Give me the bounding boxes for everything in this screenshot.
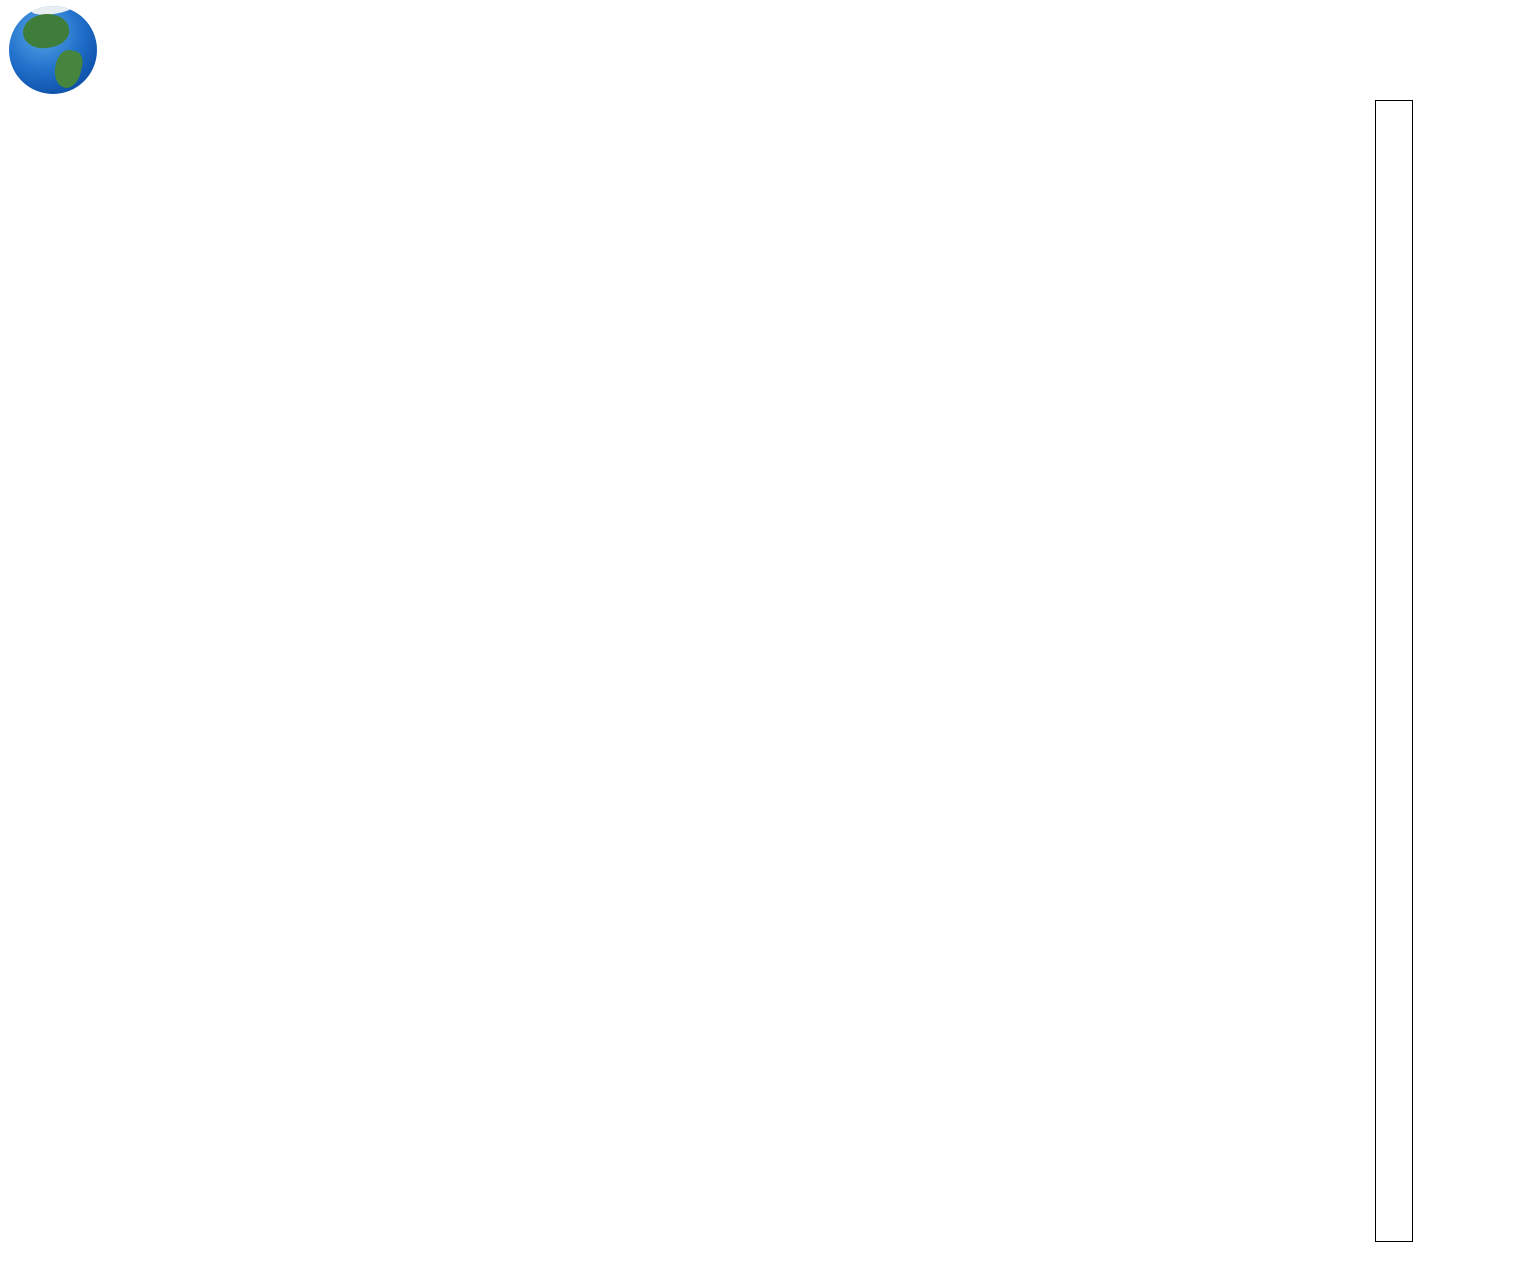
coaps-logo (9, 6, 97, 94)
plot-area (77, 183, 1275, 1155)
logo-continent-north-america (19, 9, 73, 53)
colorbar (1375, 100, 1413, 1242)
logo-continent-south-america (50, 47, 86, 91)
